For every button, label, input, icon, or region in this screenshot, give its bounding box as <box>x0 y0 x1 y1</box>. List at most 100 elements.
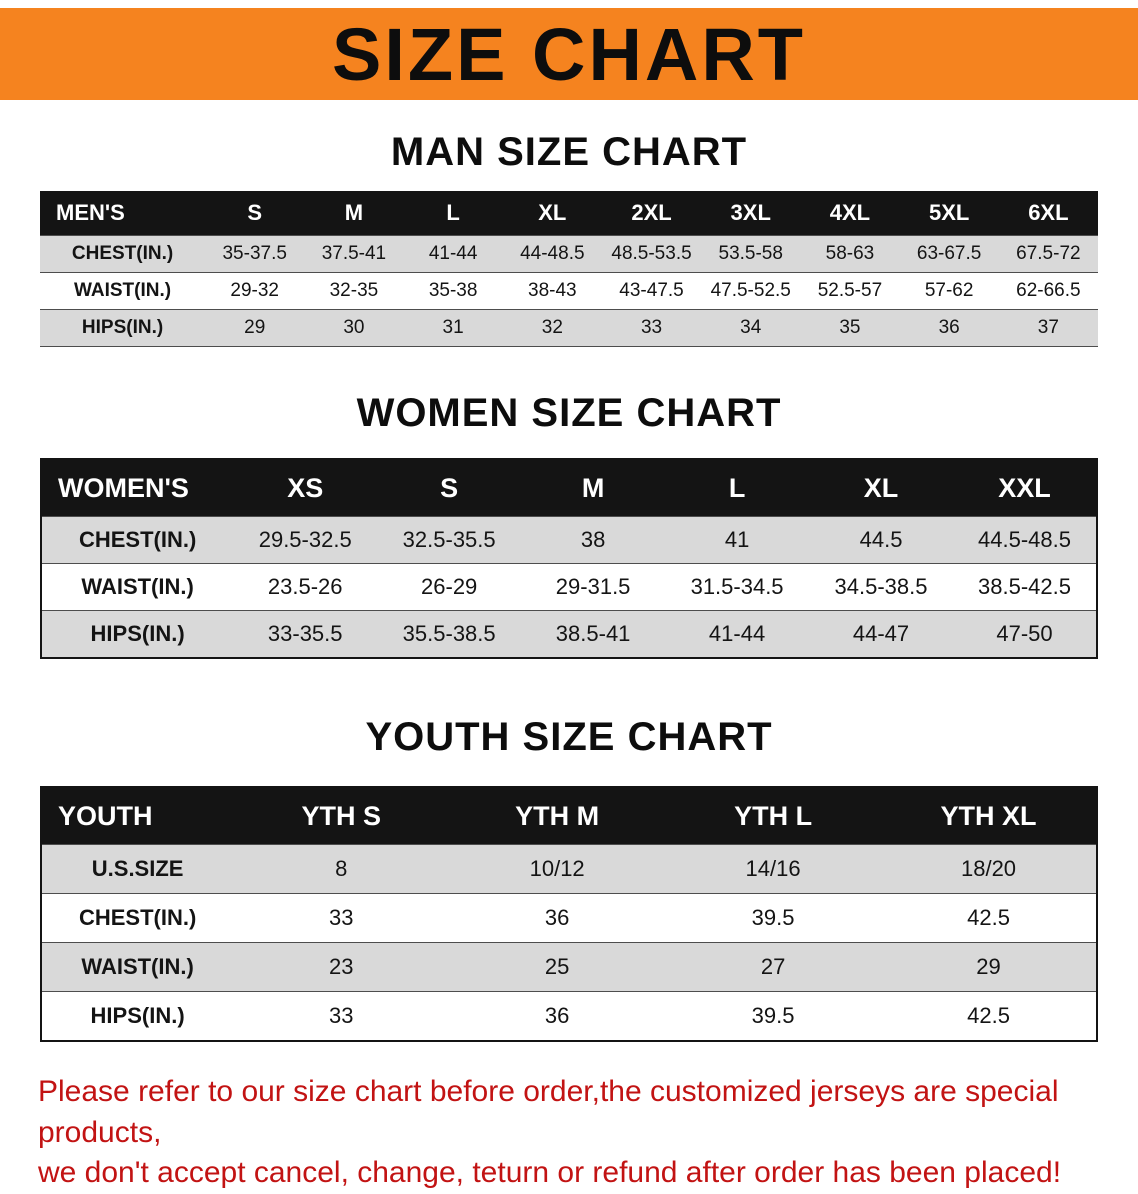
size-value-cell: 39.5 <box>751 905 795 930</box>
size-value-cell: 29-32 <box>230 280 280 301</box>
table-header-row: WOMEN'S XS S M L XL XXL <box>41 459 1097 517</box>
size-value-cell: 32-35 <box>329 280 379 301</box>
size-column-header: 4XL <box>829 200 871 225</box>
size-column-header: L <box>728 472 746 503</box>
size-column-header: 2XL <box>631 200 672 225</box>
size-column-header: YTH XL <box>940 800 1037 831</box>
measurement-row: WAIST(IN.) 29-32 32-35 35-38 38-43 43-47.5 47.… <box>40 272 1098 310</box>
size-column-header: L <box>446 200 460 225</box>
size-column-header: XL <box>538 200 567 225</box>
banner-title: SIZE CHART <box>332 12 806 96</box>
row-label: U.S.SIZE <box>91 856 184 881</box>
size-value-cell: 63-67.5 <box>916 243 982 264</box>
measurement-row: CHEST(IN.) 35-37.5 37.5-41 41-44 44-48.5 48.5… <box>40 235 1098 273</box>
size-value-cell: 10/12 <box>529 856 585 881</box>
size-value-cell: 35.5-38.5 <box>402 621 496 646</box>
man-size-chart-section: MAN SIZE CHART MEN'S S M L XL 2XL 3XL 4XL 5XL 6XL… <box>0 130 1138 347</box>
row-label: CHEST(IN.) <box>78 527 197 552</box>
table-header-row: MEN'S S M L XL 2XL 3XL 4XL 5XL 6XL <box>40 191 1098 236</box>
size-value-cell: 18/20 <box>960 856 1017 881</box>
size-column-header: 6XL <box>1028 200 1069 225</box>
size-value-cell: 37 <box>1037 317 1059 338</box>
measurement-row: HIPS(IN.) 29 30 31 32 33 34 35 36 37 <box>40 309 1098 347</box>
youth-size-chart-section: YOUTH SIZE CHART YOUTH YTH S YTH M YTH L YTH… <box>0 715 1138 1042</box>
size-value-cell: 14/16 <box>745 856 801 881</box>
size-value-cell: 41 <box>724 527 750 552</box>
size-value-cell: 31.5-34.5 <box>690 574 784 599</box>
size-value-cell: 58-63 <box>825 243 875 264</box>
size-value-cell: 32 <box>541 317 563 338</box>
size-value-cell: 23 <box>328 954 354 979</box>
row-label: HIPS(IN.) <box>90 621 185 646</box>
youth-chart-heading: YOUTH SIZE CHART <box>365 715 773 759</box>
size-value-cell: 38 <box>580 527 606 552</box>
order-policy-line-2: we don't accept cancel, change, teturn o… <box>38 1156 1062 1189</box>
women-size-chart-section: WOMEN SIZE CHART WOMEN'S XS S M L XL XXL CHEST(… <box>0 391 1138 659</box>
row-label: CHEST(IN.) <box>78 905 197 930</box>
row-label: HIPS(IN.) <box>90 1003 185 1028</box>
size-column-header: M <box>344 200 364 225</box>
size-value-cell: 26-29 <box>421 574 478 599</box>
size-value-cell: 37.5-41 <box>321 243 387 264</box>
women-chart-heading: WOMEN SIZE CHART <box>356 391 782 435</box>
size-value-cell: 43-47.5 <box>619 280 684 301</box>
measurement-row: U.S.SIZE 8 10/12 14/16 18/20 <box>41 844 1097 894</box>
man-chart-heading: MAN SIZE CHART <box>390 130 748 174</box>
size-value-cell: 23.5-26 <box>267 574 343 599</box>
size-column-header: XXL <box>998 472 1051 503</box>
size-value-cell: 53.5-58 <box>718 243 783 264</box>
size-value-cell: 67.5-72 <box>1016 243 1081 264</box>
size-value-cell: 36 <box>544 905 570 930</box>
size-value-cell: 36 <box>938 317 960 338</box>
size-column-header: S <box>247 200 263 225</box>
size-value-cell: 8 <box>335 856 348 881</box>
size-column-header: XS <box>287 472 324 503</box>
size-value-cell: 48.5-53.5 <box>611 243 692 264</box>
size-value-cell: 47.5-52.5 <box>710 280 791 301</box>
size-value-cell: 42.5 <box>967 1003 1010 1028</box>
row-label: WAIST(IN.) <box>74 280 172 301</box>
size-value-cell: 42.5 <box>967 905 1010 930</box>
size-value-cell: 41-44 <box>428 243 478 264</box>
size-column-header: M <box>581 472 605 503</box>
size-column-header: YTH S <box>301 800 381 831</box>
order-policy-line-1: Please refer to our size chart before or… <box>38 1075 1059 1149</box>
size-value-cell: 38-43 <box>528 280 577 301</box>
size-value-cell: 29 <box>976 954 1001 979</box>
order-policy-note: Please refer to our size chart before or… <box>38 1072 1100 1194</box>
size-column-header: 5XL <box>928 200 970 225</box>
size-column-header: XL <box>863 472 899 503</box>
size-value-cell: 52.5-57 <box>817 280 883 301</box>
size-value-cell: 34.5-38.5 <box>834 574 928 599</box>
row-label: CHEST(IN.) <box>71 243 174 264</box>
size-value-cell: 44-47 <box>852 621 910 646</box>
size-value-cell: 34 <box>740 317 762 338</box>
table-title-cell: WOMEN'S <box>58 472 189 503</box>
size-column-header: S <box>440 472 459 503</box>
size-value-cell: 27 <box>760 954 786 979</box>
size-column-header: YTH M <box>515 800 600 831</box>
size-value-cell: 44-48.5 <box>520 243 585 264</box>
size-value-cell: 33 <box>640 317 663 338</box>
men-size-table: MEN'S S M L XL 2XL 3XL 4XL 5XL 6XL CHEST(IN.) 35-37… <box>40 191 1098 347</box>
size-value-cell: 62-66.5 <box>1016 280 1081 301</box>
size-value-cell: 31 <box>442 317 464 338</box>
youth-size-table: YOUTH YTH S YTH M YTH L YTH XL U.S.SIZE 8 10/12… <box>40 786 1098 1042</box>
measurement-row: HIPS(IN.) 33-35.5 35.5-38.5 38.5-41 41-44 44-… <box>41 610 1097 658</box>
size-value-cell: 39.5 <box>751 1003 795 1028</box>
size-value-cell: 44.5 <box>859 527 903 552</box>
measurement-row: CHEST(IN.) 29.5-32.5 32.5-35.5 38 41 44.5 44.5… <box>41 516 1097 564</box>
women-size-table: WOMEN'S XS S M L XL XXL CHEST(IN.) 29.5-32.5 32.5… <box>40 458 1098 659</box>
table-title-cell: MEN'S <box>56 200 125 225</box>
size-value-cell: 38.5-41 <box>555 621 631 646</box>
row-label: WAIST(IN.) <box>81 954 194 979</box>
size-value-cell: 35-38 <box>428 280 478 301</box>
size-value-cell: 33 <box>328 1003 354 1028</box>
measurement-row: HIPS(IN.) 33 36 39.5 42.5 <box>41 991 1097 1041</box>
size-column-header: 3XL <box>730 200 771 225</box>
row-label: HIPS(IN.) <box>81 317 164 338</box>
size-value-cell: 35 <box>839 317 861 338</box>
size-value-cell: 36 <box>544 1003 570 1028</box>
size-value-cell: 57-62 <box>924 280 974 301</box>
row-label: WAIST(IN.) <box>81 574 194 599</box>
